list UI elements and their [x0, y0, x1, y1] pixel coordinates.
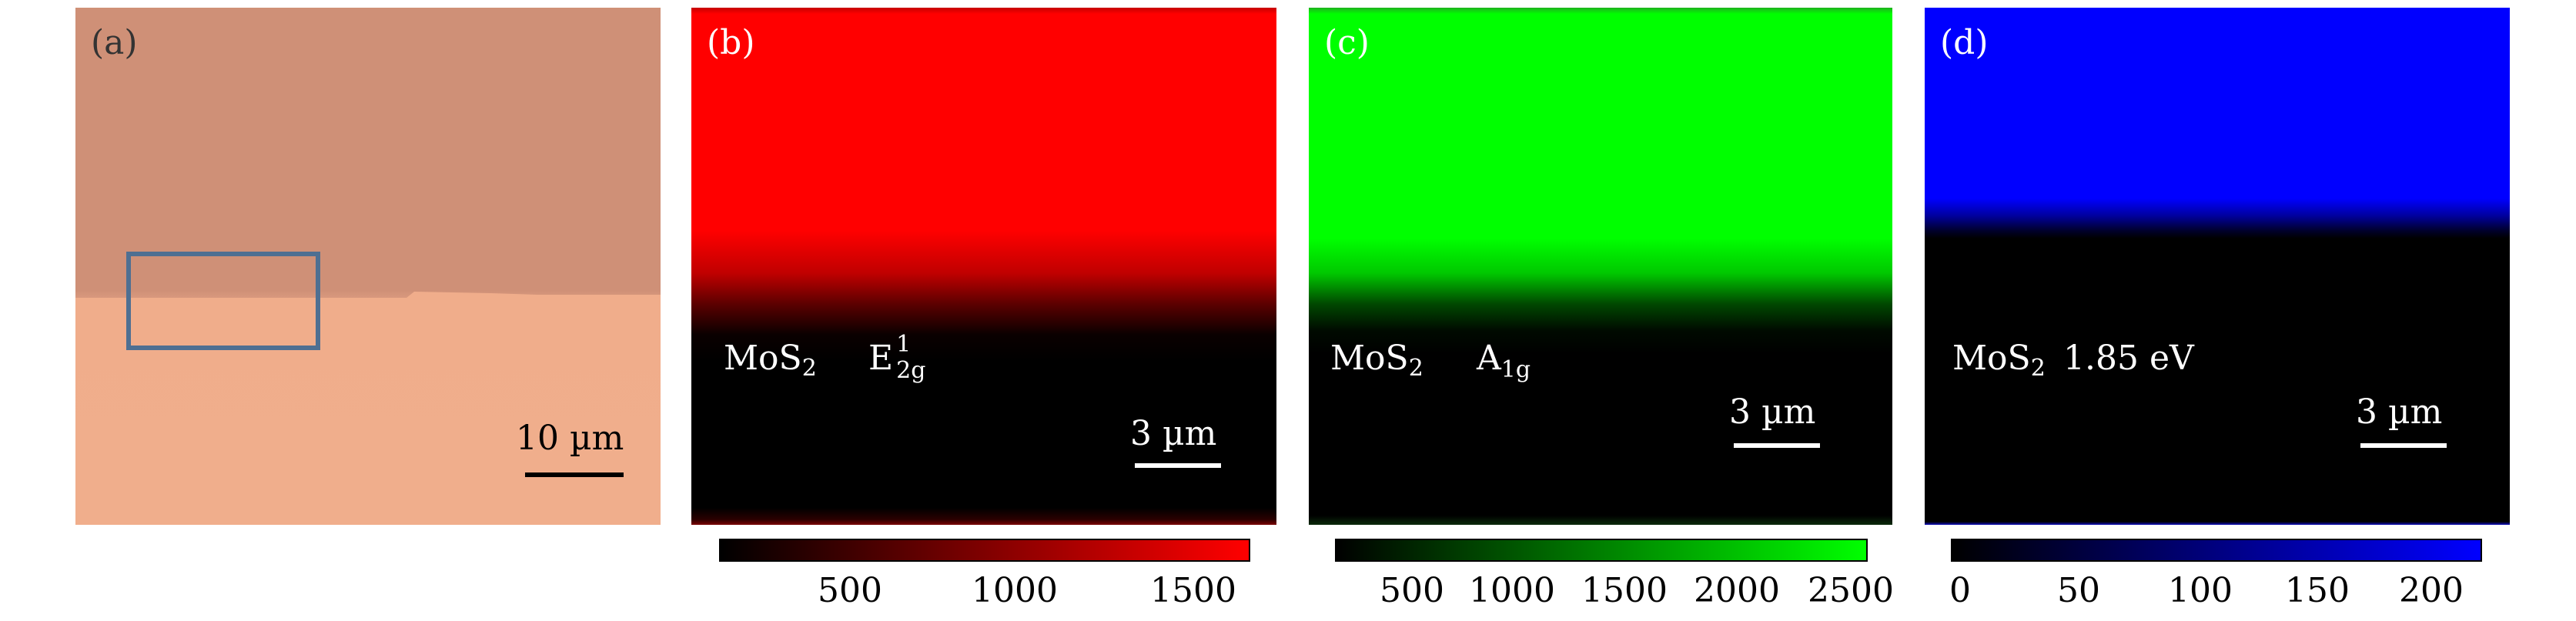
scalebar-a — [525, 472, 624, 477]
colorbar-d-tick: 0 — [1949, 571, 1971, 610]
energy-label-d: 1.85 eV — [2063, 339, 2194, 378]
colorbar-c — [1335, 539, 1868, 562]
mode-label-c: A1g — [1477, 339, 1531, 383]
panel-label-b: (b) — [707, 23, 755, 62]
panel-label-c: (c) — [1324, 23, 1370, 62]
colorbar-d-tick: 50 — [2057, 571, 2100, 610]
colorbar-d-tick: 150 — [2285, 571, 2350, 610]
colorbar-d — [1951, 539, 2482, 562]
scalebar-label-d: 3 µm — [2356, 392, 2443, 432]
scalebar-label-a: 10 µm — [516, 419, 624, 458]
colorbar-c-tick: 2000 — [1694, 571, 1780, 610]
sample-label-d: MoS2 — [1952, 339, 2046, 382]
panel-label-a: (a) — [91, 23, 138, 62]
colorbar-c-tick: 2500 — [1808, 571, 1894, 610]
scalebar-d — [2360, 443, 2447, 448]
colorbar-c-tick: 1500 — [1581, 571, 1668, 610]
colorbar-d-tick: 200 — [2399, 571, 2464, 610]
colorbar-b — [719, 539, 1250, 562]
sample-label-c: MoS2 — [1330, 339, 1423, 382]
colorbar-b-tick: 1000 — [972, 571, 1058, 610]
raman-map-a1g-panel: (c) MoS2 A1g 3 µm — [1309, 8, 1892, 525]
flake-edge — [75, 292, 661, 319]
raman-map-e2g-panel: (b) MoS2 E 1 2g 3 µm — [691, 8, 1276, 525]
scalebar-c — [1734, 443, 1820, 448]
sample-label-b: MoS2 — [724, 339, 817, 382]
colorbar-b-tick: 500 — [818, 571, 882, 610]
colorbar-c-tick: 500 — [1380, 571, 1444, 610]
scalebar-b — [1135, 463, 1221, 468]
region-of-interest-box — [126, 252, 320, 350]
scalebar-label-b: 3 µm — [1130, 414, 1217, 453]
panel-label-d: (d) — [1940, 23, 1989, 62]
colorbar-b-tick: 1500 — [1150, 571, 1236, 610]
scalebar-label-c: 3 µm — [1729, 392, 1816, 432]
pl-map-panel: (d) MoS2 1.85 eV 3 µm — [1925, 8, 2510, 525]
colorbar-c-tick: 1000 — [1469, 571, 1555, 610]
colorbar-d-tick: 100 — [2168, 571, 2233, 610]
mode-label-b: E 1 2g — [868, 331, 926, 384]
optical-image-panel: (a) 10 µm — [75, 8, 661, 525]
